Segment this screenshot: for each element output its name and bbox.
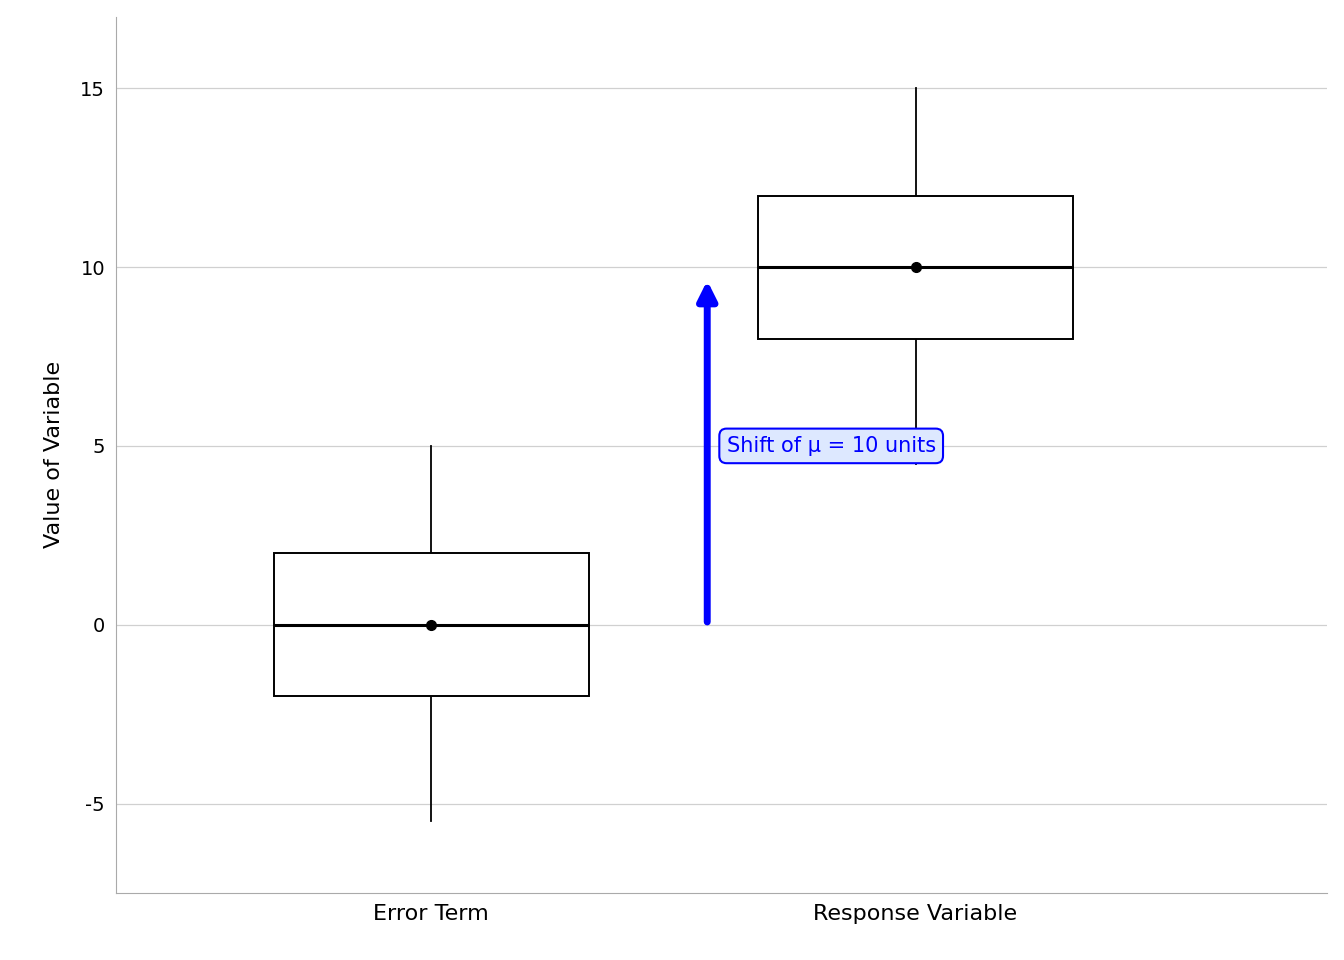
Bar <box>758 196 1073 339</box>
Text: Shift of μ = 10 units: Shift of μ = 10 units <box>727 436 935 456</box>
Y-axis label: Value of Variable: Value of Variable <box>43 361 63 548</box>
Bar <box>274 553 589 696</box>
